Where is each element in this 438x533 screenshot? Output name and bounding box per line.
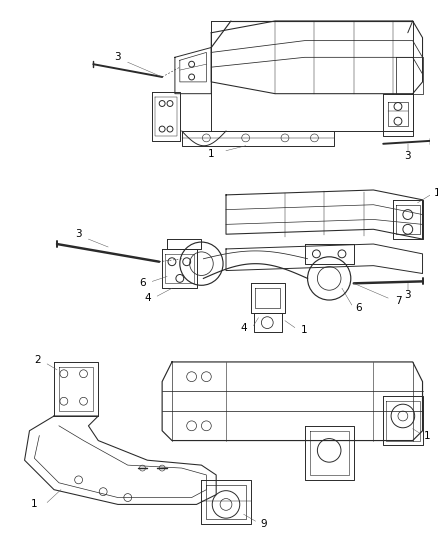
Text: 4: 4 [240,322,247,333]
Text: 1: 1 [208,149,215,159]
Text: 3: 3 [404,151,411,160]
Text: 9: 9 [260,519,267,529]
Text: 1: 1 [31,499,38,510]
Text: 4: 4 [144,293,151,303]
Text: 1: 1 [301,326,308,335]
Text: 3: 3 [115,52,121,62]
Text: 1: 1 [424,431,431,441]
Text: 2: 2 [34,355,41,365]
Text: 1: 1 [434,188,438,198]
Text: 3: 3 [75,229,82,239]
Text: 3: 3 [404,290,411,300]
Text: 7: 7 [395,296,401,306]
Text: 6: 6 [139,278,146,288]
Text: 6: 6 [355,303,362,313]
